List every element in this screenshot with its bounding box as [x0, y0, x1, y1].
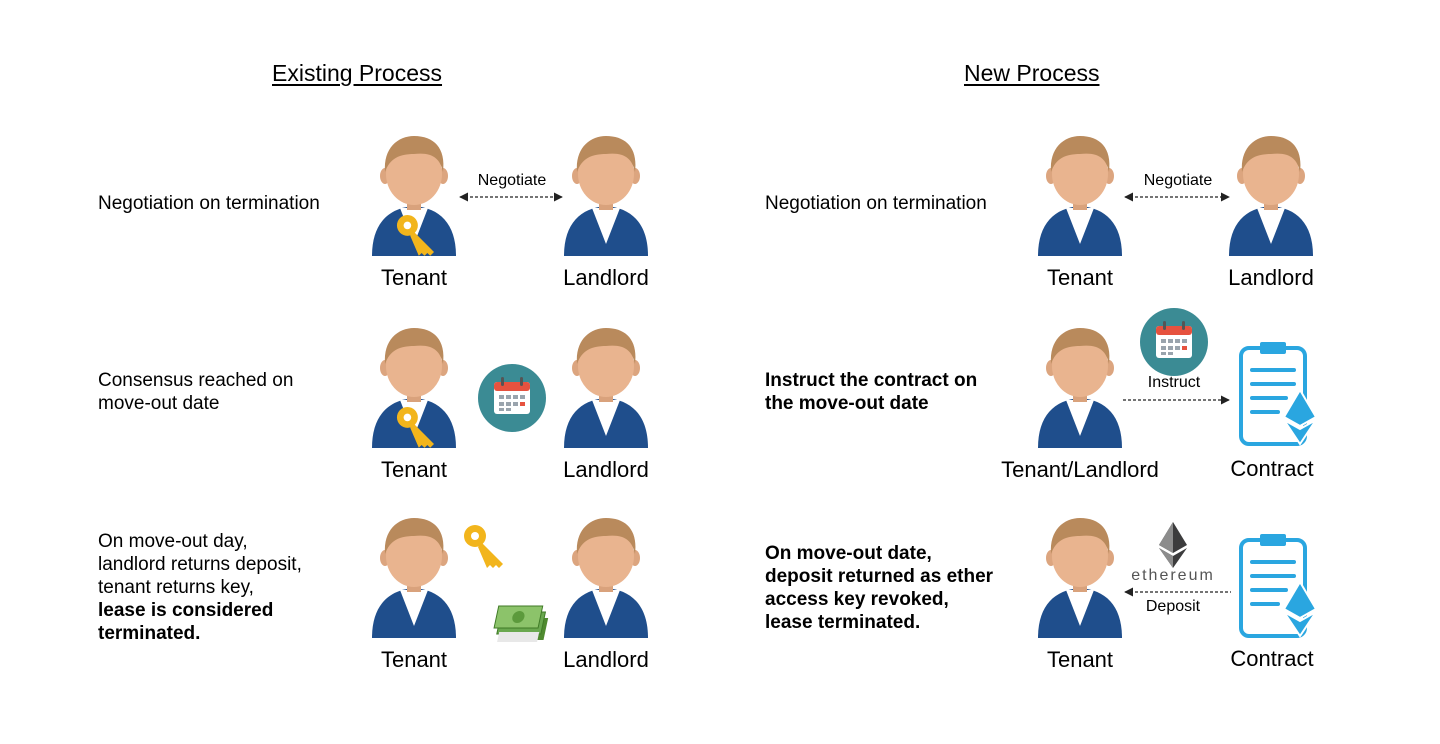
tenant-person-icon: [372, 518, 456, 638]
tenant-label: Tenant: [1046, 265, 1114, 290]
contract-icon: [1239, 532, 1318, 638]
deposit-label: Deposit: [1145, 598, 1201, 615]
instruct-arrow: [1123, 395, 1230, 405]
tenant-label: Tenant: [380, 647, 448, 672]
tenant-person-icon: [372, 328, 456, 448]
landlord-label: Landlord: [563, 647, 649, 672]
existing-step3-description: On move-out day, landlord returns deposi…: [98, 531, 302, 644]
landlord-person-icon: [564, 328, 648, 448]
negotiate-arrow: [1124, 192, 1230, 202]
instruct-label: Instruct: [1147, 374, 1201, 391]
landlord-person-icon: [564, 136, 648, 256]
tenant-label: Tenant: [1046, 647, 1114, 672]
tenant-label: Tenant: [380, 457, 448, 482]
existing-process-title: Existing Process: [272, 60, 443, 86]
landlord-person-icon: [564, 518, 648, 638]
negotiate-label: Negotiate: [1143, 172, 1213, 189]
existing-step2-description: Consensus reached on move-out date: [98, 370, 294, 414]
new-step1-description: Negotiation on termination: [765, 193, 987, 214]
deposit-arrow: [1124, 587, 1231, 597]
tenant-label: Tenant: [380, 265, 448, 290]
tenant-landlord-person-icon: [1038, 328, 1122, 448]
tenant-landlord-label: Tenant/Landlord: [1001, 457, 1159, 482]
new-step3-description: On move-out date, deposit returned as et…: [765, 543, 994, 633]
negotiate-label: Negotiate: [477, 172, 547, 189]
money-icon: [490, 605, 552, 643]
new-process-title: New Process: [964, 60, 1100, 86]
ethereum-logo-icon: [1159, 522, 1187, 568]
tenant-person-icon: [1038, 518, 1122, 638]
tenant-person-icon: [372, 136, 456, 256]
tenant-person-icon: [1038, 136, 1122, 256]
landlord-label: Landlord: [1228, 265, 1314, 290]
landlord-label: Landlord: [563, 457, 649, 482]
landlord-label: Landlord: [563, 265, 649, 290]
landlord-person-icon: [1229, 136, 1313, 256]
negotiate-arrow: [459, 192, 563, 202]
ethereum-wordmark: ethereum: [1131, 567, 1215, 584]
calendar-icon: [478, 364, 546, 432]
existing-step1-description: Negotiation on termination: [98, 193, 320, 214]
contract-icon: [1239, 340, 1318, 446]
calendar-icon: [1140, 308, 1208, 376]
contract-label: Contract: [1230, 456, 1314, 481]
contract-label: Contract: [1230, 646, 1314, 671]
key-icon: [464, 525, 503, 568]
new-step2-description: Instruct the contract on the move-out da…: [765, 370, 978, 414]
